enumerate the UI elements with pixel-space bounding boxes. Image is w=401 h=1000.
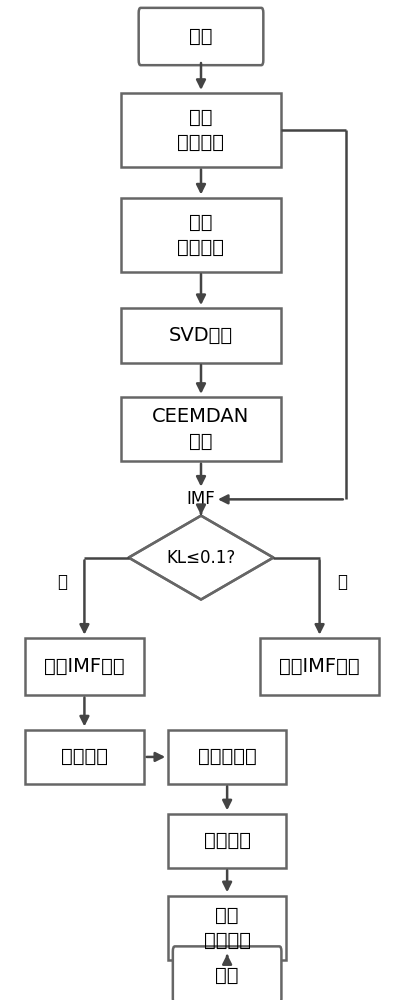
- Text: 信号重构: 信号重构: [61, 747, 107, 766]
- Bar: [120, 308, 281, 363]
- Text: SVD降噪: SVD降噪: [168, 326, 233, 345]
- Text: 自相关去噪: 自相关去噪: [197, 747, 256, 766]
- FancyBboxPatch shape: [138, 8, 263, 65]
- Bar: [168, 730, 286, 784]
- Bar: [120, 397, 281, 461]
- Text: 开始: 开始: [189, 27, 212, 46]
- Polygon shape: [128, 516, 273, 600]
- Text: 无效IMF分量: 无效IMF分量: [279, 657, 359, 676]
- Text: 停止: 停止: [215, 966, 238, 985]
- Text: CEEMDAN
分解: CEEMDAN 分解: [152, 407, 249, 451]
- Bar: [25, 638, 144, 695]
- Bar: [168, 814, 286, 868]
- Bar: [120, 93, 281, 167]
- Text: 诊断
故障类型: 诊断 故障类型: [203, 906, 250, 950]
- FancyBboxPatch shape: [172, 946, 281, 1000]
- Text: 是: 是: [57, 573, 67, 591]
- Text: 有效IMF分量: 有效IMF分量: [44, 657, 124, 676]
- Text: 画包络谱: 画包络谱: [203, 831, 250, 850]
- Bar: [25, 730, 144, 784]
- Bar: [260, 638, 378, 695]
- Text: KL≤0.1?: KL≤0.1?: [166, 549, 235, 567]
- Bar: [120, 198, 281, 272]
- Text: IMF: IMF: [186, 490, 215, 508]
- Text: 计算
时频分布: 计算 时频分布: [177, 213, 224, 257]
- Text: 否: 否: [336, 573, 346, 591]
- Bar: [168, 896, 286, 960]
- Text: 采集
振动信号: 采集 振动信号: [177, 108, 224, 152]
